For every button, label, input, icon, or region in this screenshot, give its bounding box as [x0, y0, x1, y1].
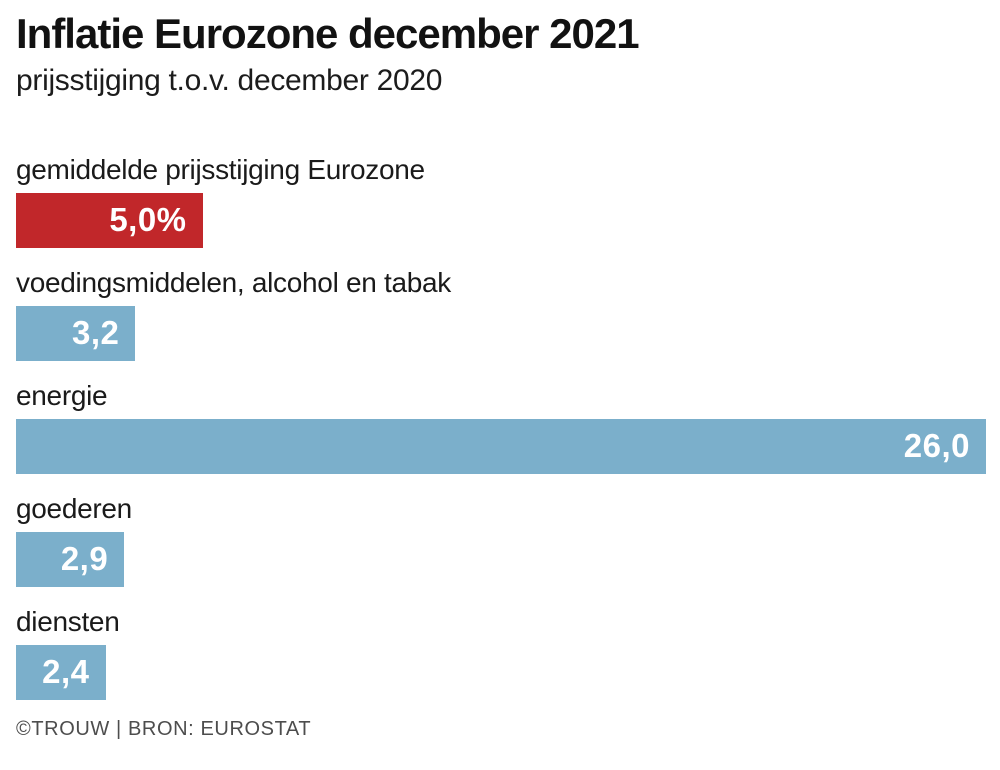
chart-row-diensten: diensten 2,4 — [16, 603, 986, 700]
bar-diensten: 2,4 — [16, 644, 106, 700]
bar-energie: 26,0 — [16, 418, 986, 474]
bar-goederen: 2,9 — [16, 531, 125, 587]
page-subtitle: prijsstijging t.o.v. december 2020 — [16, 64, 443, 98]
bar-value: 26,0 — [903, 427, 970, 465]
bar-gemiddelde: 5,0% — [16, 192, 203, 248]
chart-row-goederen: goederen 2,9 — [16, 490, 986, 587]
chart-row-gemiddelde: gemiddelde prijsstijging Eurozone 5,0% — [16, 151, 986, 248]
row-label: energie — [16, 379, 108, 411]
chart-row-energie: energie 26,0 — [16, 377, 986, 474]
page-title: Inflatie Eurozone december 2021 — [16, 10, 640, 57]
source-credit: ©TROUW | BRON: EUROSTAT — [16, 717, 312, 740]
bar-chart: gemiddelde prijsstijging Eurozone 5,0% v… — [16, 151, 986, 700]
bar-value: 3,2 — [72, 314, 120, 352]
row-label: gemiddelde prijsstijging Eurozone — [16, 153, 425, 185]
row-label: goederen — [16, 492, 132, 524]
row-label: diensten — [16, 605, 120, 637]
bar-value: 2,9 — [60, 540, 109, 578]
row-label: voedingsmiddelen, alcohol en tabak — [16, 266, 451, 298]
chart-row-voedingsmiddelen: voedingsmiddelen, alcohol en tabak 3,2 — [16, 264, 986, 361]
bar-value: 2,4 — [42, 653, 90, 691]
bar-value: 5,0% — [109, 201, 187, 239]
bar-voedingsmiddelen: 3,2 — [16, 305, 136, 361]
